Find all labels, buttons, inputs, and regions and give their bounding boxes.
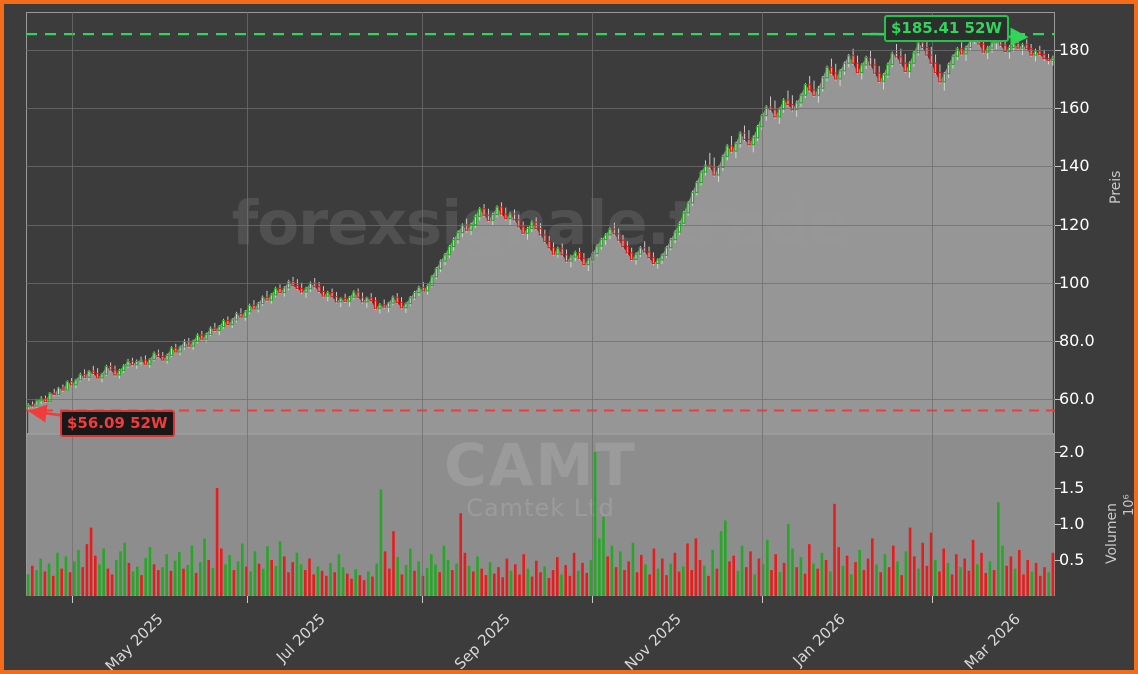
x-gridline — [761, 434, 763, 596]
price-tick-label: 140 — [1059, 156, 1090, 176]
volume-tick-mark — [1055, 524, 1061, 525]
x-gridline — [931, 12, 933, 434]
price-axis-label: Preis — [1108, 170, 1124, 204]
date-tick-mark — [247, 596, 249, 603]
date-tick-label: Mar 2026 — [960, 610, 1024, 670]
x-gridline — [592, 12, 593, 434]
x-gridline — [761, 12, 763, 434]
date-tick-label: Sep 2025 — [451, 610, 515, 670]
price-series-plot — [26, 32, 1055, 434]
price-gridline — [26, 224, 1055, 226]
x-gridline — [592, 434, 593, 596]
price-gridline — [26, 399, 1055, 401]
price-tick-label: 100 — [1059, 272, 1090, 292]
date-tick-mark — [931, 596, 933, 603]
date-tick-mark — [761, 596, 763, 603]
annotation-52w-high[interactable]: $185.41 52W — [884, 15, 1009, 42]
price-annotation-overlay — [26, 27, 1055, 430]
price-gridline — [26, 340, 1055, 342]
date-tick-label: Nov 2025 — [621, 610, 685, 670]
volume-tick-label: 2.0 — [1059, 442, 1085, 461]
price-tick-mark — [1055, 282, 1061, 284]
x-gridline — [72, 12, 74, 434]
x-gridline — [247, 12, 249, 434]
price-tick-label: 120 — [1059, 214, 1090, 234]
volume-axis-exponent: 10⁶ — [1122, 494, 1134, 516]
price-tick-mark — [1055, 224, 1061, 226]
price-tick-label: 160 — [1059, 98, 1090, 117]
price-tick-mark — [1055, 340, 1061, 342]
x-gridline — [422, 434, 424, 596]
price-tick-mark — [1055, 399, 1061, 401]
x-gridline — [247, 434, 249, 596]
price-tick-label: 60.0 — [1059, 389, 1095, 409]
volume-axis-label: Volumen — [1104, 503, 1120, 564]
date-tick-label: Jan 2026 — [789, 610, 849, 670]
volume-tick-label: 0.5 — [1059, 550, 1085, 569]
price-tick-mark — [1055, 108, 1061, 109]
date-tick-mark — [422, 596, 424, 603]
date-tick-mark — [72, 596, 74, 603]
x-gridline — [931, 434, 933, 596]
volume-series-plot — [26, 452, 1055, 596]
date-tick-label: May 2025 — [101, 610, 167, 670]
figure: forexsignale.trade CAMT Camtek Ltd $185.… — [4, 4, 1134, 670]
x-gridline — [72, 434, 74, 596]
annotation-52w-low[interactable]: $56.09 52W — [60, 410, 175, 437]
volume-tick-mark — [1055, 452, 1061, 453]
price-chart-panel[interactable]: forexsignale.trade — [26, 12, 1055, 434]
volume-tick-label: 1.0 — [1059, 514, 1085, 533]
volume-tick-mark — [1055, 488, 1061, 489]
price-gridline — [26, 49, 1055, 51]
x-gridline — [422, 12, 424, 434]
date-tick-mark — [592, 596, 593, 603]
price-tick-mark — [1055, 49, 1061, 51]
price-gridline — [26, 166, 1055, 168]
volume-chart-panel[interactable]: CAMT Camtek Ltd — [26, 434, 1055, 596]
volume-tick-mark — [1055, 560, 1061, 561]
price-tick-label: 80.0 — [1059, 330, 1095, 350]
date-tick-label: Jul 2025 — [273, 610, 330, 666]
volume-tick-label: 1.5 — [1059, 478, 1085, 497]
price-tick-label: 180 — [1059, 39, 1090, 59]
price-gridline — [26, 282, 1055, 284]
price-tick-mark — [1055, 166, 1061, 168]
price-gridline — [26, 108, 1055, 109]
